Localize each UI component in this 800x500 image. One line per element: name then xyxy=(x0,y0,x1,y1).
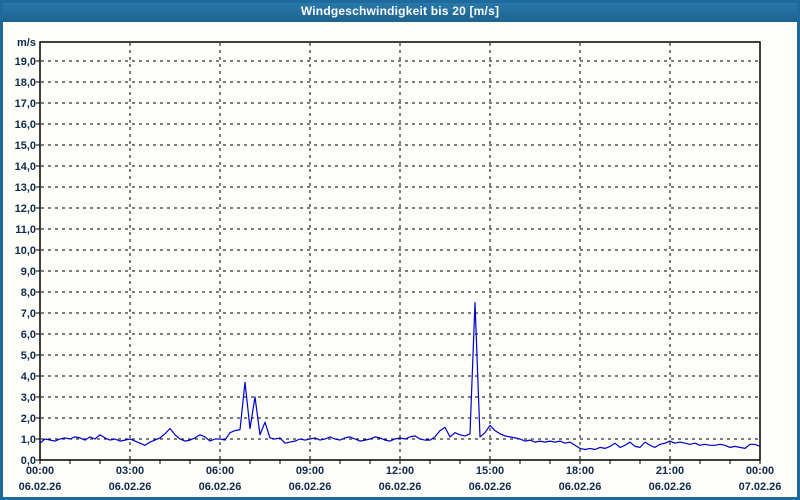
y-tick-label: 11,0 xyxy=(15,224,36,236)
wind-speed-series-line xyxy=(39,301,761,451)
x-tick-time-label: 00:00 xyxy=(26,465,54,477)
axis-labels: 0,0 1,0 2,0 3,0 4,0 5,0 6,0 7,0 8,0 9,0 10,0 11,0 12… xyxy=(15,37,782,493)
y-tick-label: 13,0 xyxy=(15,182,36,194)
x-tick-date-label: 06.02.26 xyxy=(559,481,602,493)
y-tick-label: 8,0 xyxy=(21,287,36,299)
plot-border xyxy=(39,41,761,461)
x-tick-date-label: 06.02.26 xyxy=(19,481,62,493)
x-tick-time-label: 12:00 xyxy=(386,465,414,477)
y-tick-label: 17,0 xyxy=(15,98,36,110)
window-title: Windgeschwindigkeit bis 20 [m/s] xyxy=(300,4,500,18)
x-tick-date-label: 06.02.26 xyxy=(649,481,692,493)
y-tick-label: 6,0 xyxy=(21,329,36,341)
y-tick-label: 19,0 xyxy=(15,56,36,68)
y-tick-label: 3,0 xyxy=(21,392,36,404)
y-tick-label: 15,0 xyxy=(15,140,36,152)
x-tick-time-label: 09:00 xyxy=(296,465,324,477)
y-tick-label: 10,0 xyxy=(15,245,36,257)
x-tick-date-label: 06.02.26 xyxy=(469,481,512,493)
y-tick-label: 7,0 xyxy=(21,308,36,320)
x-tick-time-label: 21:00 xyxy=(656,465,684,477)
y-axis-unit-label: m/s xyxy=(17,37,36,49)
x-tick-date-label: 06.02.26 xyxy=(109,481,152,493)
x-tick-time-label: 03:00 xyxy=(116,465,144,477)
y-tick-label: 14,0 xyxy=(15,161,36,173)
y-tick-label: 4,0 xyxy=(21,371,36,383)
x-tick-time-label: 15:00 xyxy=(476,465,504,477)
gridlines xyxy=(41,43,759,459)
x-tick-date-label: 06.02.26 xyxy=(199,481,242,493)
y-tick-label: 1,0 xyxy=(21,434,36,446)
x-tick-date-label: 06.02.26 xyxy=(289,481,332,493)
y-tick-label: 12,0 xyxy=(15,203,36,215)
title-bar: Windgeschwindigkeit bis 20 [m/s] xyxy=(3,3,797,22)
y-tick-label: 0,0 xyxy=(21,455,36,467)
y-tick-label: 9,0 xyxy=(21,266,36,278)
x-tick-date-label: 07.02.26 xyxy=(739,481,782,493)
axes xyxy=(36,41,761,464)
x-tick-time-label: 18:00 xyxy=(566,465,594,477)
x-tick-time-label: 06:00 xyxy=(206,465,234,477)
y-tick-label: 16,0 xyxy=(15,119,36,131)
y-tick-label: 2,0 xyxy=(21,413,36,425)
x-tick-time-label: 00:00 xyxy=(746,465,774,477)
y-tick-label: 5,0 xyxy=(21,350,36,362)
x-tick-date-label: 06.02.26 xyxy=(379,481,422,493)
y-tick-label: 18,0 xyxy=(15,77,36,89)
